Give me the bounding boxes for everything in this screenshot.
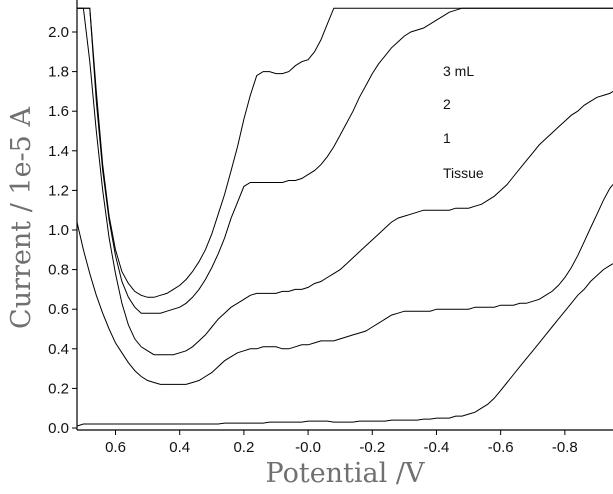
y-axis-title: Current / 1e-5 A bbox=[6, 107, 37, 329]
legend-label-1: 1 bbox=[443, 130, 451, 146]
legend-label-2: 2 bbox=[443, 96, 451, 112]
series-line-1 bbox=[77, 263, 613, 427]
x-axis-title: Potential /V bbox=[266, 458, 425, 489]
legend: 3 mL 2 1 Tissue bbox=[443, 63, 484, 181]
y-tick-label: 0.4 bbox=[48, 341, 69, 358]
x-tick-label: -0.4 bbox=[424, 439, 450, 456]
series-line-2 bbox=[77, 184, 613, 385]
y-tick-label: 1.8 bbox=[48, 64, 69, 81]
y-tick-label: 2.0 bbox=[48, 24, 69, 41]
axes-layer: 0.6 0.4 0.2 -0.0 -0.2 -0.4 -0.6 -0.8 0.0 0.2 0.4 0.… bbox=[48, 0, 613, 456]
series-line-3 bbox=[77, 7, 613, 356]
legend-label-tissue: Tissue bbox=[443, 165, 484, 181]
y-tick-label: 1.6 bbox=[48, 103, 69, 120]
y-tick-label: 0.8 bbox=[48, 262, 69, 279]
x-tick-label: -0.8 bbox=[552, 439, 578, 456]
y-tick-label: 1.2 bbox=[48, 182, 69, 199]
y-tick-label: 1.0 bbox=[48, 222, 69, 239]
x-tick-label: -0.6 bbox=[488, 439, 514, 456]
y-tick-label: 0.6 bbox=[48, 301, 69, 318]
y-tick-label: 0.0 bbox=[48, 420, 69, 437]
x-tick-label: 0.4 bbox=[169, 439, 190, 456]
y-tick-label: 0.2 bbox=[48, 380, 69, 397]
x-tick-label: 0.6 bbox=[105, 439, 126, 456]
x-tick-label: 0.2 bbox=[233, 439, 254, 456]
y-tick-label: 1.4 bbox=[48, 143, 69, 160]
series-layer bbox=[77, 7, 613, 427]
legend-label-3ml: 3 mL bbox=[443, 63, 474, 79]
series-line-5 bbox=[77, 7, 613, 298]
x-tick-label: -0.2 bbox=[359, 439, 385, 456]
series-line-4 bbox=[77, 7, 613, 314]
x-tick-label: -0.0 bbox=[295, 439, 321, 456]
